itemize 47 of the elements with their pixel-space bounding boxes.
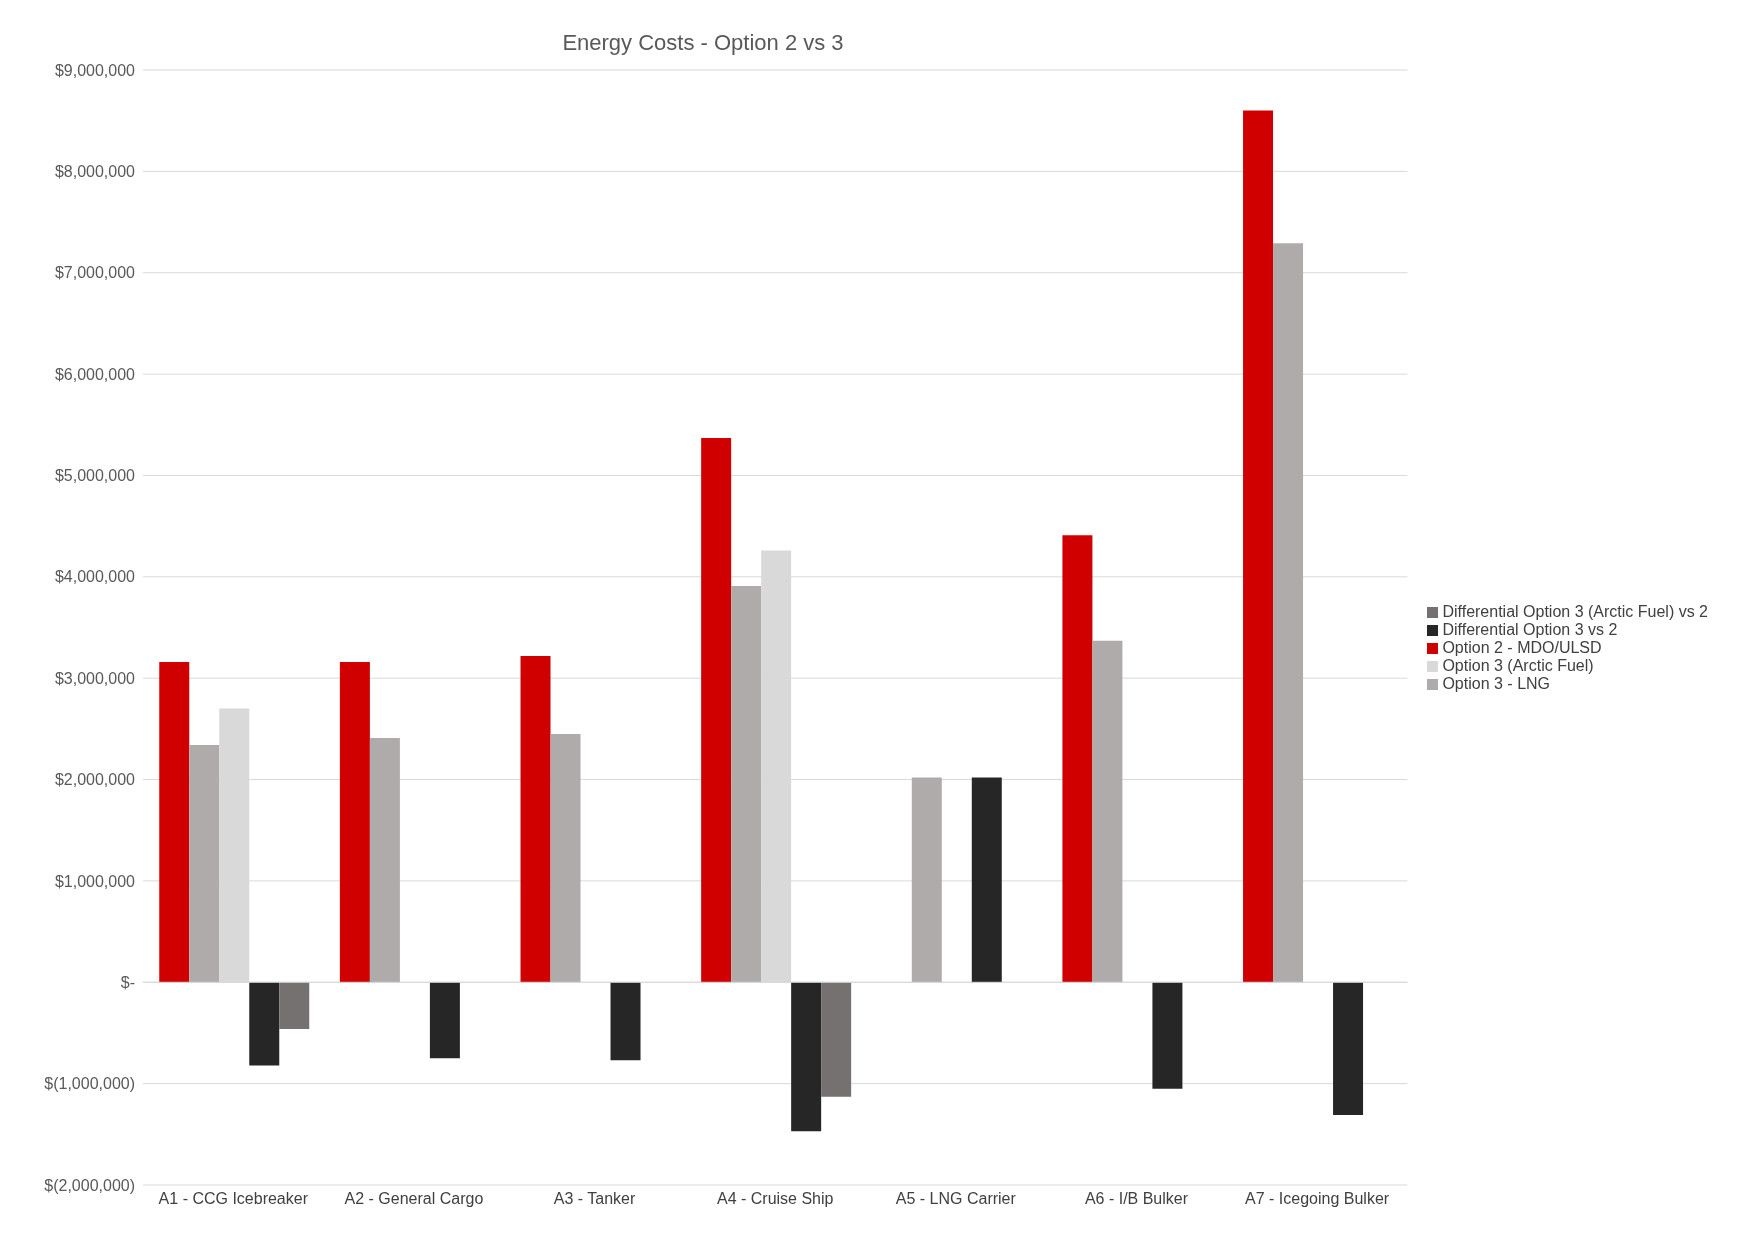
bar [339,661,370,983]
y-tick-label: $(1,000,000) [44,1075,135,1093]
x-tick-label: A2 - General Cargo [344,1190,484,1208]
y-tick-label: $(2,000,000) [44,1176,135,1194]
y-tick-label: $1,000,000 [54,872,136,890]
bar [369,737,400,983]
bar [279,982,310,1029]
bar [520,655,551,983]
bar [911,777,942,983]
y-tick-label: $9,000,000 [54,61,136,79]
x-tick-label: A3 - Tanker [553,1190,637,1208]
bar [1092,640,1123,983]
y-tick-label: $2,000,000 [54,771,136,789]
x-tick-label: A4 - Cruise Ship [716,1190,834,1208]
bar [189,745,220,983]
bar [249,982,280,1066]
bar [791,982,822,1132]
bar [1062,535,1093,983]
bar [971,777,1002,983]
y-tick-label: $5,000,000 [54,467,136,485]
bar [1152,982,1183,1089]
bar [701,437,732,983]
bar [429,982,460,1059]
bar [610,982,641,1061]
bar [821,982,852,1097]
bar [159,661,190,983]
legend-label: Option 3 - LNG [1442,674,1551,692]
legend-label: Differential Option 3 (Arctic Fuel) vs 2 [1442,602,1708,620]
x-tick-label: A5 - LNG Carrier [895,1190,1017,1208]
x-tick-label: A1 - CCG Icebreaker [158,1190,309,1208]
bar [1273,243,1304,983]
y-tick-label: $7,000,000 [54,264,136,282]
bar [731,585,762,983]
bar [1333,982,1364,1116]
bar [1243,110,1274,983]
legend-label: Option 3 (Arctic Fuel) [1442,656,1594,674]
bar [550,733,581,983]
y-tick-label: $6,000,000 [54,365,136,383]
x-tick-label: A6 - I/B Bulker [1084,1190,1189,1208]
chart-title: Energy Costs - Option 2 vs 3 [561,29,845,57]
y-tick-label: $3,000,000 [54,669,136,687]
legend-label: Option 2 - MDO/ULSD [1442,638,1602,656]
legend-label: Differential Option 3 vs 2 [1442,620,1618,638]
y-tick-label: $4,000,000 [54,568,136,586]
y-tick-label: $- [120,973,135,991]
y-tick-label: $8,000,000 [54,163,136,181]
x-tick-label: A7 - Icegoing Bulker [1245,1190,1390,1208]
